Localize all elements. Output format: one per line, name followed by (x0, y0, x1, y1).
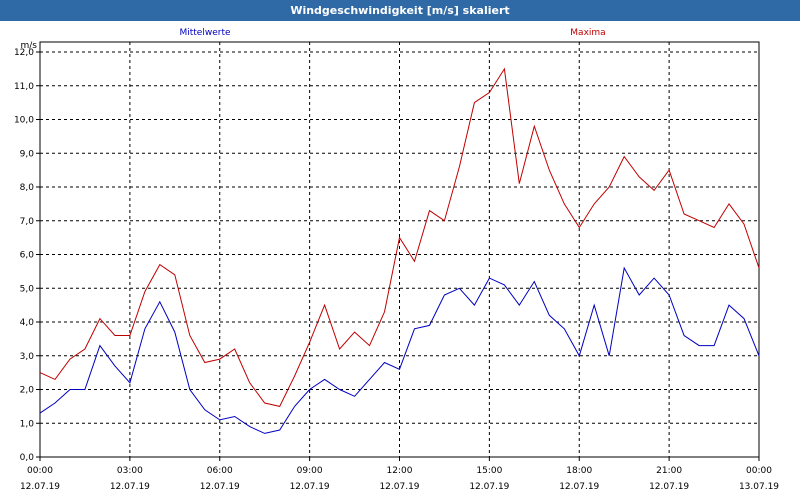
y-tick-label: 1,0 (20, 419, 35, 429)
y-tick-label: 12,0 (14, 48, 34, 58)
y-tick-label: 7,0 (20, 217, 35, 227)
chart-title: Windgeschwindigkeit [m/s] skaliert (0, 0, 800, 21)
legend-maxima: Maxima (570, 28, 605, 38)
series-line-maxima (39, 67, 760, 407)
x-axis-ticks: 00:00 12.07.19 03:00 12.07.19 06:00 12.07.19 0… (20, 457, 779, 492)
x-tick-time-label: 18:00 (566, 466, 592, 476)
y-tick-label: 4,0 (20, 318, 35, 328)
y-tick-label: 6,0 (20, 251, 35, 261)
y-axis-unit: m/s (21, 41, 38, 51)
x-tick-time-label: 12:00 (387, 466, 413, 476)
x-tick-time-label: 06:00 (207, 466, 233, 476)
x-tick-time-label: 15:00 (476, 466, 502, 476)
y-tick-label: 3,0 (20, 352, 35, 362)
y-tick-label: 11,0 (14, 82, 34, 92)
x-tick-date-label: 12.07.19 (649, 482, 689, 492)
y-tick-label: 10,0 (14, 116, 34, 126)
series-line-mittelwerte (39, 266, 760, 434)
y-tick-label: 5,0 (20, 284, 35, 294)
x-tick-time-label: 09:00 (297, 466, 323, 476)
x-tick-time-label: 00:00 (746, 466, 772, 476)
x-tick-date-label: 12.07.19 (110, 482, 150, 492)
series-lines (39, 67, 760, 434)
x-tick-time-label: 00:00 (27, 466, 53, 476)
gridlines (40, 42, 759, 457)
x-tick-date-label: 12.07.19 (379, 482, 419, 492)
x-tick-date-label: 12.07.19 (290, 482, 330, 492)
y-axis-ticks: 0,0 1,0 2,0 3,0 4,0 5,0 6,0 7,0 8,0 9,0 10,0 11,0 12… (14, 48, 40, 463)
x-tick-time-label: 03:00 (117, 466, 143, 476)
x-tick-date-label: 12.07.19 (469, 482, 509, 492)
y-tick-label: 9,0 (20, 149, 35, 159)
x-tick-date-label: 13.07.19 (739, 482, 779, 492)
y-tick-label: 2,0 (20, 386, 35, 396)
x-tick-date-label: 12.07.19 (200, 482, 240, 492)
legend-mittelwerte: Mittelwerte (179, 28, 230, 38)
line-chart: 0,0 1,0 2,0 3,0 4,0 5,0 6,0 7,0 8,0 9,0 10,0 11,0 12… (14, 28, 779, 492)
y-tick-label: 0,0 (20, 453, 35, 463)
y-tick-label: 8,0 (20, 183, 35, 193)
x-tick-time-label: 21:00 (656, 466, 682, 476)
x-tick-date-label: 12.07.19 (20, 482, 60, 492)
x-tick-date-label: 12.07.19 (559, 482, 599, 492)
